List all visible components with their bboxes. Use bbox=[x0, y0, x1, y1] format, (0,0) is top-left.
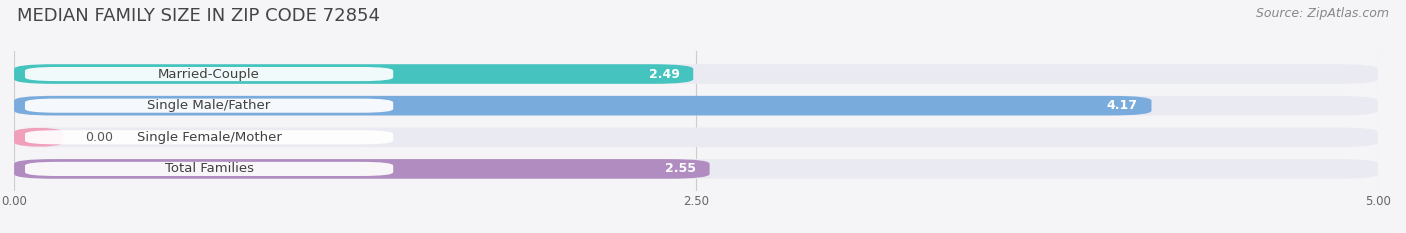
FancyBboxPatch shape bbox=[25, 67, 394, 81]
Text: 4.17: 4.17 bbox=[1107, 99, 1137, 112]
FancyBboxPatch shape bbox=[14, 64, 693, 84]
FancyBboxPatch shape bbox=[14, 96, 1152, 116]
FancyBboxPatch shape bbox=[14, 127, 63, 147]
Text: Total Families: Total Families bbox=[165, 162, 253, 175]
Text: Single Male/Father: Single Male/Father bbox=[148, 99, 271, 112]
FancyBboxPatch shape bbox=[14, 96, 1378, 116]
FancyBboxPatch shape bbox=[14, 159, 710, 179]
Text: 0.00: 0.00 bbox=[84, 131, 112, 144]
FancyBboxPatch shape bbox=[25, 99, 394, 113]
Text: Source: ZipAtlas.com: Source: ZipAtlas.com bbox=[1256, 7, 1389, 20]
Text: Single Female/Mother: Single Female/Mother bbox=[136, 131, 281, 144]
Text: 2.55: 2.55 bbox=[665, 162, 696, 175]
Text: Married-Couple: Married-Couple bbox=[157, 68, 260, 81]
Text: MEDIAN FAMILY SIZE IN ZIP CODE 72854: MEDIAN FAMILY SIZE IN ZIP CODE 72854 bbox=[17, 7, 380, 25]
FancyBboxPatch shape bbox=[14, 159, 1378, 179]
FancyBboxPatch shape bbox=[14, 127, 1378, 147]
FancyBboxPatch shape bbox=[25, 130, 394, 144]
FancyBboxPatch shape bbox=[14, 64, 1378, 84]
Text: 2.49: 2.49 bbox=[648, 68, 679, 81]
FancyBboxPatch shape bbox=[25, 162, 394, 176]
